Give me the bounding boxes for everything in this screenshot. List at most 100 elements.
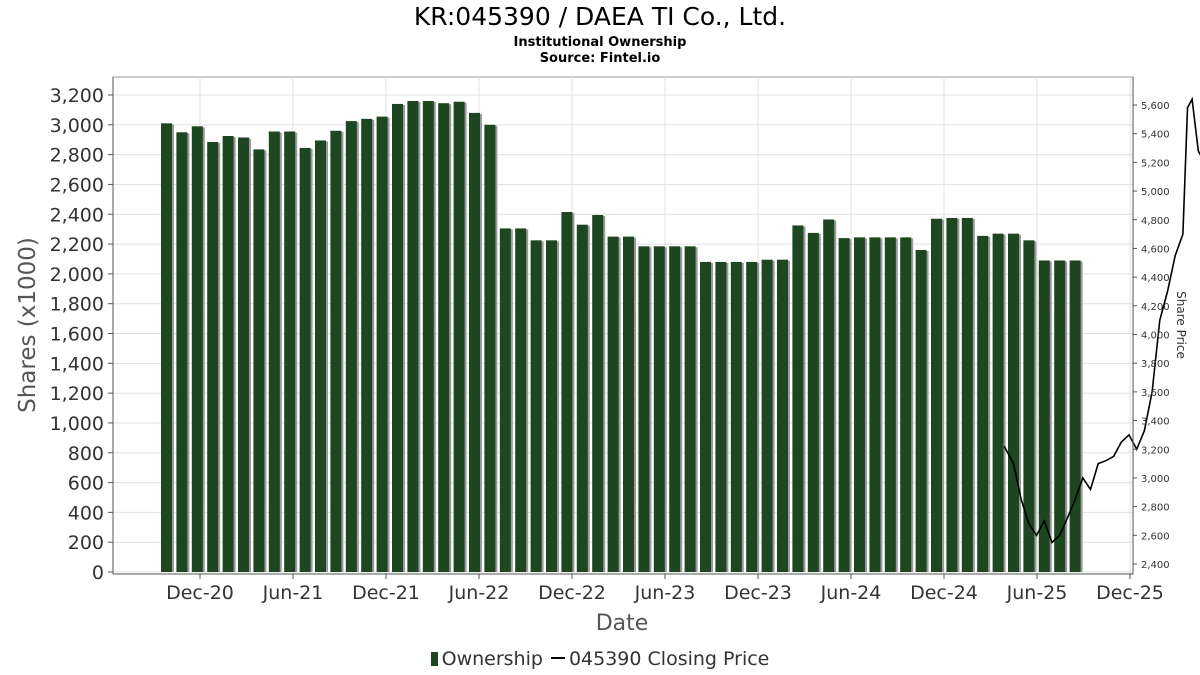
ownership-bar: [746, 261, 758, 572]
ownership-bar: [268, 131, 280, 572]
ownership-bar: [191, 126, 203, 572]
ownership-bar: [238, 137, 249, 572]
ownership-bar: [915, 250, 927, 572]
chart-title: KR:045390 / DAEA TI Co., Ltd.: [413, 2, 787, 31]
ownership-bar: [977, 235, 989, 572]
x-tick-label: Jun-24: [820, 582, 882, 604]
right-tick-label: 4,600: [1141, 244, 1170, 255]
ownership-bar: [345, 121, 357, 572]
ownership-bar: [315, 140, 326, 573]
ownership-bar: [546, 240, 557, 572]
ownership-bar: [792, 225, 804, 572]
ownership-bar: [592, 214, 604, 573]
ownership-bar: [515, 228, 527, 572]
ownership-bar: [253, 149, 265, 572]
x-tick-label: Dec-25: [1096, 582, 1164, 604]
ownership-bar: [392, 103, 403, 572]
chart-source: Source: Fintel.io: [539, 51, 661, 66]
x-tick-label: Jun-21: [262, 582, 324, 604]
ownership-bar: [931, 218, 942, 573]
ownership-bar: [869, 237, 881, 573]
x-tick-label: Dec-23: [724, 582, 792, 604]
right-tick-label: 3,000: [1141, 474, 1170, 485]
ownership-bar: [700, 261, 711, 572]
y-axis-label: Shares (x1000): [15, 237, 41, 413]
ownership-bar: [1054, 260, 1066, 572]
ownership-bar: [884, 237, 896, 573]
left-tick-label: 0: [92, 562, 104, 584]
right-tick-label: 5,400: [1141, 130, 1170, 141]
right-tick-label: 3,600: [1141, 388, 1170, 399]
x-tick-label: Jun-25: [1006, 582, 1068, 604]
left-tick-label: 2,600: [50, 174, 104, 196]
right-tick-label: 2,600: [1141, 531, 1170, 542]
ownership-legend-swatch: [430, 652, 438, 666]
ownership-bar: [376, 116, 388, 572]
ownership-bar: [761, 259, 773, 572]
x-tick-label: Jun-23: [634, 582, 696, 604]
price-legend-swatch: [550, 657, 565, 659]
ownership-bar: [638, 246, 650, 572]
chart-legend: Ownership 045390 Closing Price: [0, 648, 1200, 670]
ownership-bar: [222, 135, 234, 572]
x-tick-label: Dec-20: [166, 582, 234, 604]
ownership-bar: [715, 261, 727, 572]
left-y-axis: 0 200 400 600 800 1,000 1,200 1,400 1,600 1,800 2,…: [50, 77, 114, 584]
left-tick-label: 800: [68, 443, 104, 465]
left-tick-label: 1,600: [50, 324, 104, 346]
ownership-bar: [561, 212, 573, 572]
ownership-bar: [669, 246, 681, 572]
right-y-axis: 2,400 2,600 2,800 3,000 3,200 3,400 3,600 3,800…: [1132, 77, 1170, 574]
ownership-bars: [161, 100, 1083, 573]
x-axis: Dec-20 Jun-21 Dec-21 Jun-22 Dec-22 Jun-23 Dec-…: [113, 573, 1164, 604]
ownership-bar: [207, 141, 219, 572]
left-tick-label: 1,200: [50, 383, 104, 405]
ownership-bar: [1008, 233, 1019, 573]
left-tick-label: 1,400: [50, 353, 104, 375]
ownership-bar: [530, 240, 542, 572]
ownership-bar: [407, 100, 419, 573]
right-tick-label: 4,400: [1141, 273, 1170, 284]
left-tick-label: 2,200: [50, 234, 104, 256]
right-tick-label: 4,200: [1141, 302, 1170, 313]
ownership-bar: [1069, 260, 1081, 572]
right-tick-label: 3,800: [1141, 359, 1170, 370]
ownership-bar: [469, 112, 480, 572]
ownership-bar: [330, 130, 342, 572]
right-tick-label: 2,400: [1141, 560, 1170, 571]
ownership-bar: [576, 224, 588, 572]
ownership-bar: [838, 238, 850, 572]
ownership-bar: [777, 259, 788, 572]
ownership-bar: [361, 118, 373, 572]
right-tick-label: 3,200: [1141, 445, 1170, 456]
ownership-bar: [730, 261, 742, 572]
ownership-bar: [438, 103, 450, 573]
x-tick-label: Dec-24: [910, 582, 978, 604]
ownership-bar: [284, 131, 296, 572]
left-tick-label: 3,200: [50, 85, 104, 107]
x-tick-label: Dec-21: [352, 582, 420, 604]
right-tick-label: 5,000: [1141, 187, 1170, 198]
ownership-bar: [1038, 260, 1050, 572]
ownership-bar: [1023, 240, 1035, 572]
ownership-bar: [607, 236, 619, 572]
left-tick-label: 600: [68, 473, 104, 495]
x-tick-label: Jun-22: [448, 582, 510, 604]
ownership-bar: [946, 217, 958, 572]
ownership-bar: [484, 124, 496, 572]
right-tick-label: 4,800: [1141, 216, 1170, 227]
price-line-group: [1003, 96, 1200, 544]
x-axis-label: Date: [596, 611, 649, 636]
ownership-bar: [807, 232, 819, 572]
ownership-bar: [823, 219, 835, 572]
ownership-bar: [161, 123, 172, 573]
right-tick-label: 3,400: [1141, 417, 1170, 428]
left-tick-label: 2,000: [50, 264, 104, 286]
left-tick-label: 200: [68, 532, 104, 554]
ownership-bar: [499, 228, 511, 572]
ownership-bar: [623, 236, 634, 572]
chart-subtitle: Institutional Ownership: [513, 35, 687, 50]
ownership-bar: [299, 147, 311, 573]
left-tick-label: 3,000: [50, 115, 104, 137]
